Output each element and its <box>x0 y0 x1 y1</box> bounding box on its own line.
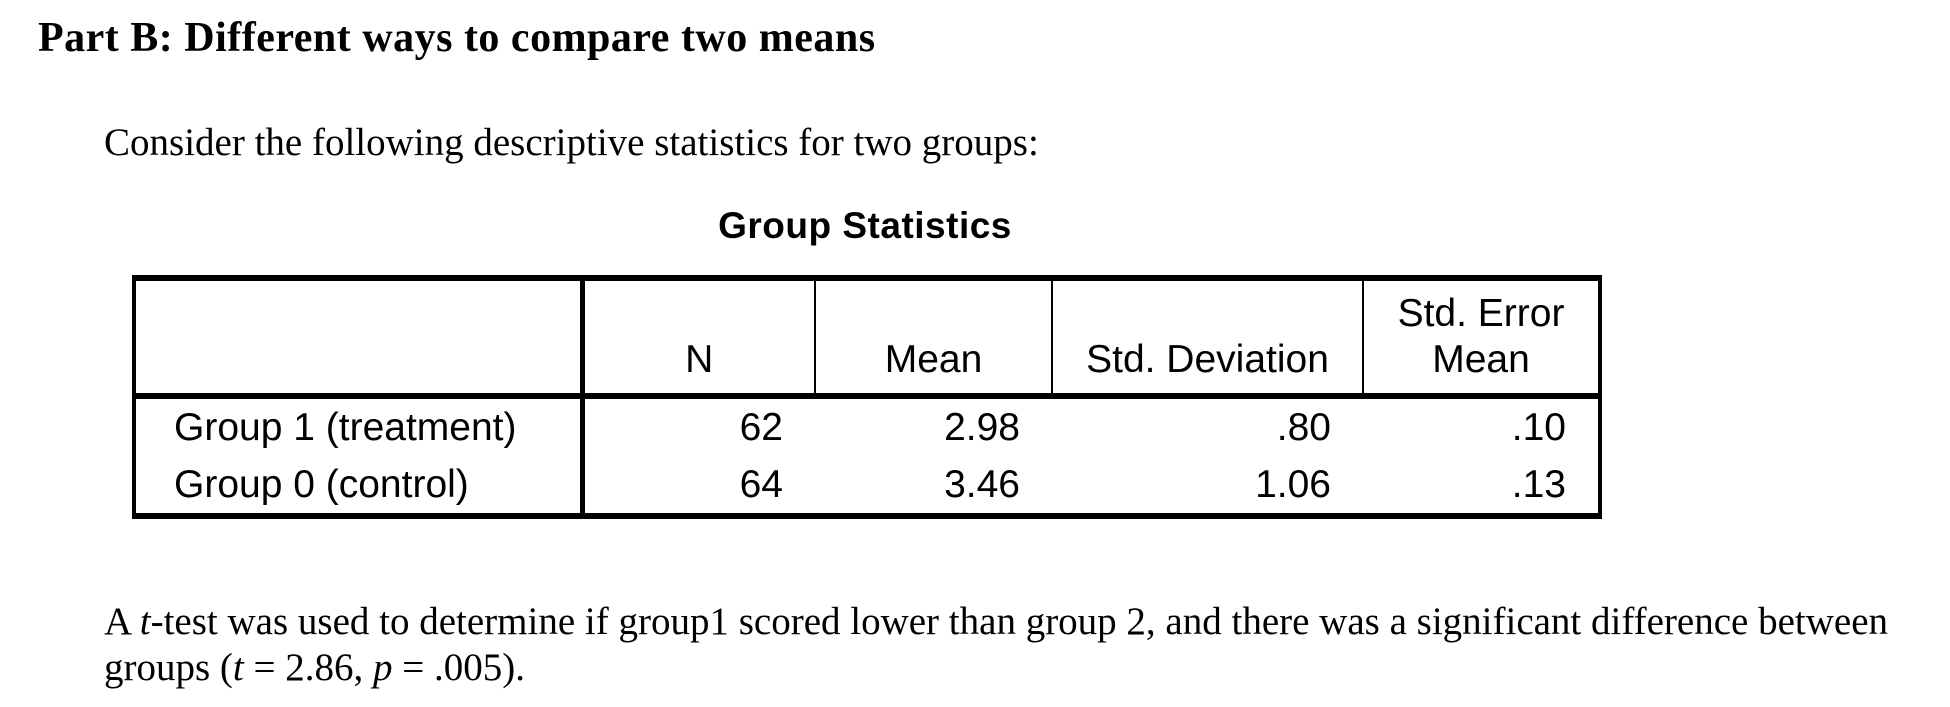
row-label: Group 1 (treatment) <box>134 396 585 456</box>
cell-mean: 3.46 <box>944 462 1020 506</box>
table-header: N Mean Std. Deviation Std. Error Mean <box>134 278 1600 399</box>
row-label: Group 0 (control) <box>134 456 585 516</box>
group-statistics-table: N Mean Std. Deviation Std. Error Mean Gr… <box>132 275 1602 519</box>
cell-std-deviation: 1.06 <box>1255 462 1331 506</box>
section-heading: Part B: Different ways to compare two me… <box>38 15 876 61</box>
column-header-n: N <box>582 278 816 399</box>
cell-std-deviation: .80 <box>1276 405 1331 449</box>
column-header-std-deviation: Std. Deviation <box>1052 278 1364 399</box>
cell-std-error-mean: .10 <box>1511 405 1566 449</box>
table-title: Group Statistics <box>718 205 1012 246</box>
table-body: Group 1 (treatment) 62 2.98 .80 .10 Grou… <box>134 396 1600 516</box>
intro-paragraph: Consider the following descriptive stati… <box>104 121 1039 164</box>
table-header-row: N Mean Std. Deviation Std. Error Mean <box>134 278 1600 399</box>
cell-n: 64 <box>739 462 783 506</box>
cell-std-error-mean: .13 <box>1511 462 1566 506</box>
group-statistics-section: Group Statistics N Mean Std. Deviation S… <box>132 205 1602 519</box>
column-header-mean: Mean <box>815 278 1053 399</box>
cell-mean: 2.98 <box>944 405 1020 449</box>
column-header-empty <box>134 278 585 399</box>
table-row-group0-control: Group 0 (control) 64 3.46 1.06 .13 <box>134 456 1600 516</box>
conclusion-paragraph: A t-test was used to determine if group1… <box>104 600 1889 689</box>
cell-n: 62 <box>739 405 783 449</box>
document-page: Part B: Different ways to compare two me… <box>0 15 1950 707</box>
table-row-group1-treatment: Group 1 (treatment) 62 2.98 .80 .10 <box>134 396 1600 456</box>
column-header-std-error-mean: Std. Error Mean <box>1363 278 1600 399</box>
